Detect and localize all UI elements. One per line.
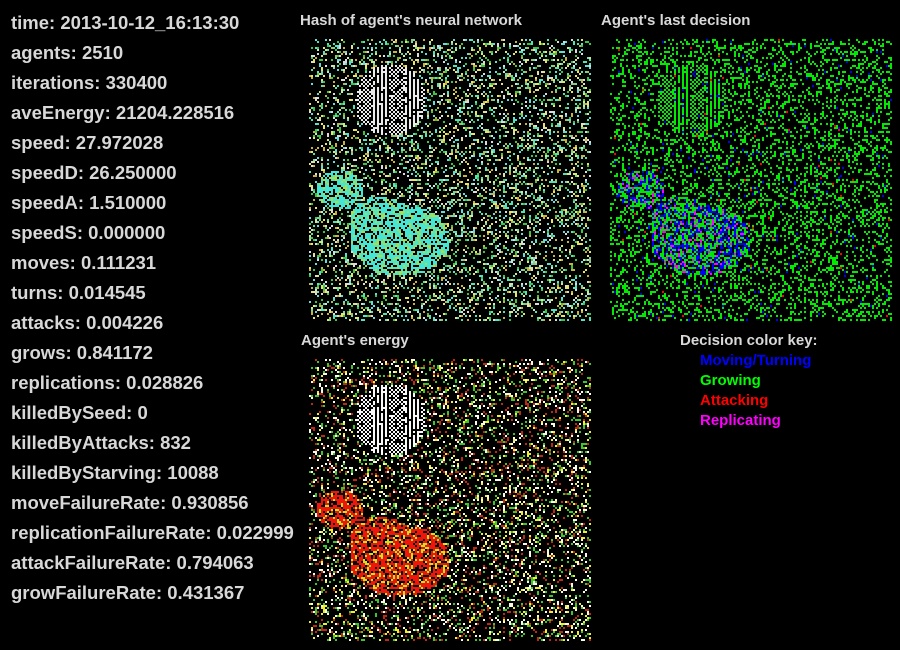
stat-label: killedByStarving xyxy=(11,462,156,483)
key-item-moving-turning: Moving/Turning xyxy=(700,352,812,369)
stat-time: time: 2013-10-12_16:13:30 xyxy=(11,12,240,33)
stat-label: time xyxy=(11,12,50,33)
stat-turns: turns: 0.014545 xyxy=(11,282,146,303)
stat-label: speedA xyxy=(11,192,78,213)
stat-aveEnergy: aveEnergy: 21204.228516 xyxy=(11,102,235,123)
stat-attacks: attacks: 0.004226 xyxy=(11,312,164,333)
stat-moves: moves: 0.111231 xyxy=(11,252,157,273)
stat-moveFailureRate: moveFailureRate: 0.930856 xyxy=(11,492,249,513)
stat-iterations: iterations: 330400 xyxy=(11,72,168,93)
stat-value: 0.004226 xyxy=(86,312,164,333)
stat-label: growFailureRate xyxy=(11,582,156,603)
stat-value: 21204.228516 xyxy=(115,102,235,123)
stat-value: 0.000000 xyxy=(88,222,166,243)
energy-map xyxy=(309,359,591,641)
stat-value: 0 xyxy=(137,402,148,423)
stat-value: 0.431367 xyxy=(167,582,245,603)
decision-key-title: Decision color key: xyxy=(680,332,818,349)
neural-network-hash-map xyxy=(309,39,591,321)
stat-label: attacks xyxy=(11,312,75,333)
stat-label: replicationFailureRate xyxy=(11,522,206,543)
decision-color-key: Decision color key: Moving/Turning Growin… xyxy=(680,332,818,432)
stat-label: killedByAttacks xyxy=(11,432,149,453)
stat-value: 26.250000 xyxy=(89,162,177,183)
stat-replications: replications: 0.028826 xyxy=(11,372,204,393)
stat-label: speedS xyxy=(11,222,77,243)
stat-value: 330400 xyxy=(105,72,168,93)
stat-growFailureRate: growFailureRate: 0.431367 xyxy=(11,582,245,603)
stat-value: 0.841172 xyxy=(76,342,153,363)
stat-speedD: speedD: 26.250000 xyxy=(11,162,177,183)
hash-panel-title: Hash of agent's neural network xyxy=(300,12,522,29)
stat-label: moveFailureRate xyxy=(11,492,161,513)
stat-value: 10088 xyxy=(167,462,219,483)
stat-replicationFailureRate: replicationFailureRate: 0.022999 xyxy=(11,522,294,543)
key-item-attacking: Attacking xyxy=(700,392,769,409)
stat-grows: grows: 0.841172 xyxy=(11,342,153,363)
key-item-replicating: Replicating xyxy=(700,412,781,429)
stat-value: 0.014545 xyxy=(68,282,146,303)
stat-killedByStarving: killedByStarving: 10088 xyxy=(11,462,219,483)
stat-value: 0.028826 xyxy=(126,372,204,393)
stat-value: 2510 xyxy=(81,42,124,63)
stat-label: speed xyxy=(11,132,65,153)
stat-label: agents xyxy=(11,42,71,63)
stat-label: grows xyxy=(11,342,66,363)
stat-value: 0.022999 xyxy=(216,522,294,543)
stat-value: 0.111231 xyxy=(80,252,157,273)
stat-agents: agents: 2510 xyxy=(11,42,124,63)
decision-panel-title: Agent's last decision xyxy=(601,12,751,29)
last-decision-map xyxy=(610,39,892,321)
stat-label: killedBySeed xyxy=(11,402,127,423)
stat-value: 2013-10-12_16:13:30 xyxy=(60,12,240,33)
energy-panel-title: Agent's energy xyxy=(301,332,409,349)
stat-label: turns xyxy=(11,282,58,303)
stat-speedA: speedA: 1.510000 xyxy=(11,192,167,213)
stat-killedByAttacks: killedByAttacks: 832 xyxy=(11,432,191,453)
stat-label: aveEnergy xyxy=(11,102,105,123)
key-item-growing: Growing xyxy=(700,372,761,389)
stat-value: 1.510000 xyxy=(89,192,167,213)
stat-speedS: speedS: 0.000000 xyxy=(11,222,166,243)
stat-attackFailureRate: attackFailureRate: 0.794063 xyxy=(11,552,254,573)
decision-key-list: Moving/Turning Growing Attacking Replicatin… xyxy=(680,352,818,432)
stat-value: 832 xyxy=(160,432,191,453)
stat-value: 0.930856 xyxy=(171,492,249,513)
stats-list: time: 2013-10-12_16:13:30 agents: 2510 ite… xyxy=(11,11,294,611)
stat-value: 27.972028 xyxy=(75,132,164,153)
stat-label: iterations xyxy=(11,72,95,93)
stat-value: 0.794063 xyxy=(176,552,254,573)
stat-label: attackFailureRate xyxy=(11,552,166,573)
stat-speed: speed: 27.972028 xyxy=(11,132,164,153)
stat-killedBySeed: killedBySeed: 0 xyxy=(11,402,148,423)
stat-label: replications xyxy=(11,372,115,393)
stat-label: speedD xyxy=(11,162,78,183)
stat-label: moves xyxy=(11,252,70,273)
